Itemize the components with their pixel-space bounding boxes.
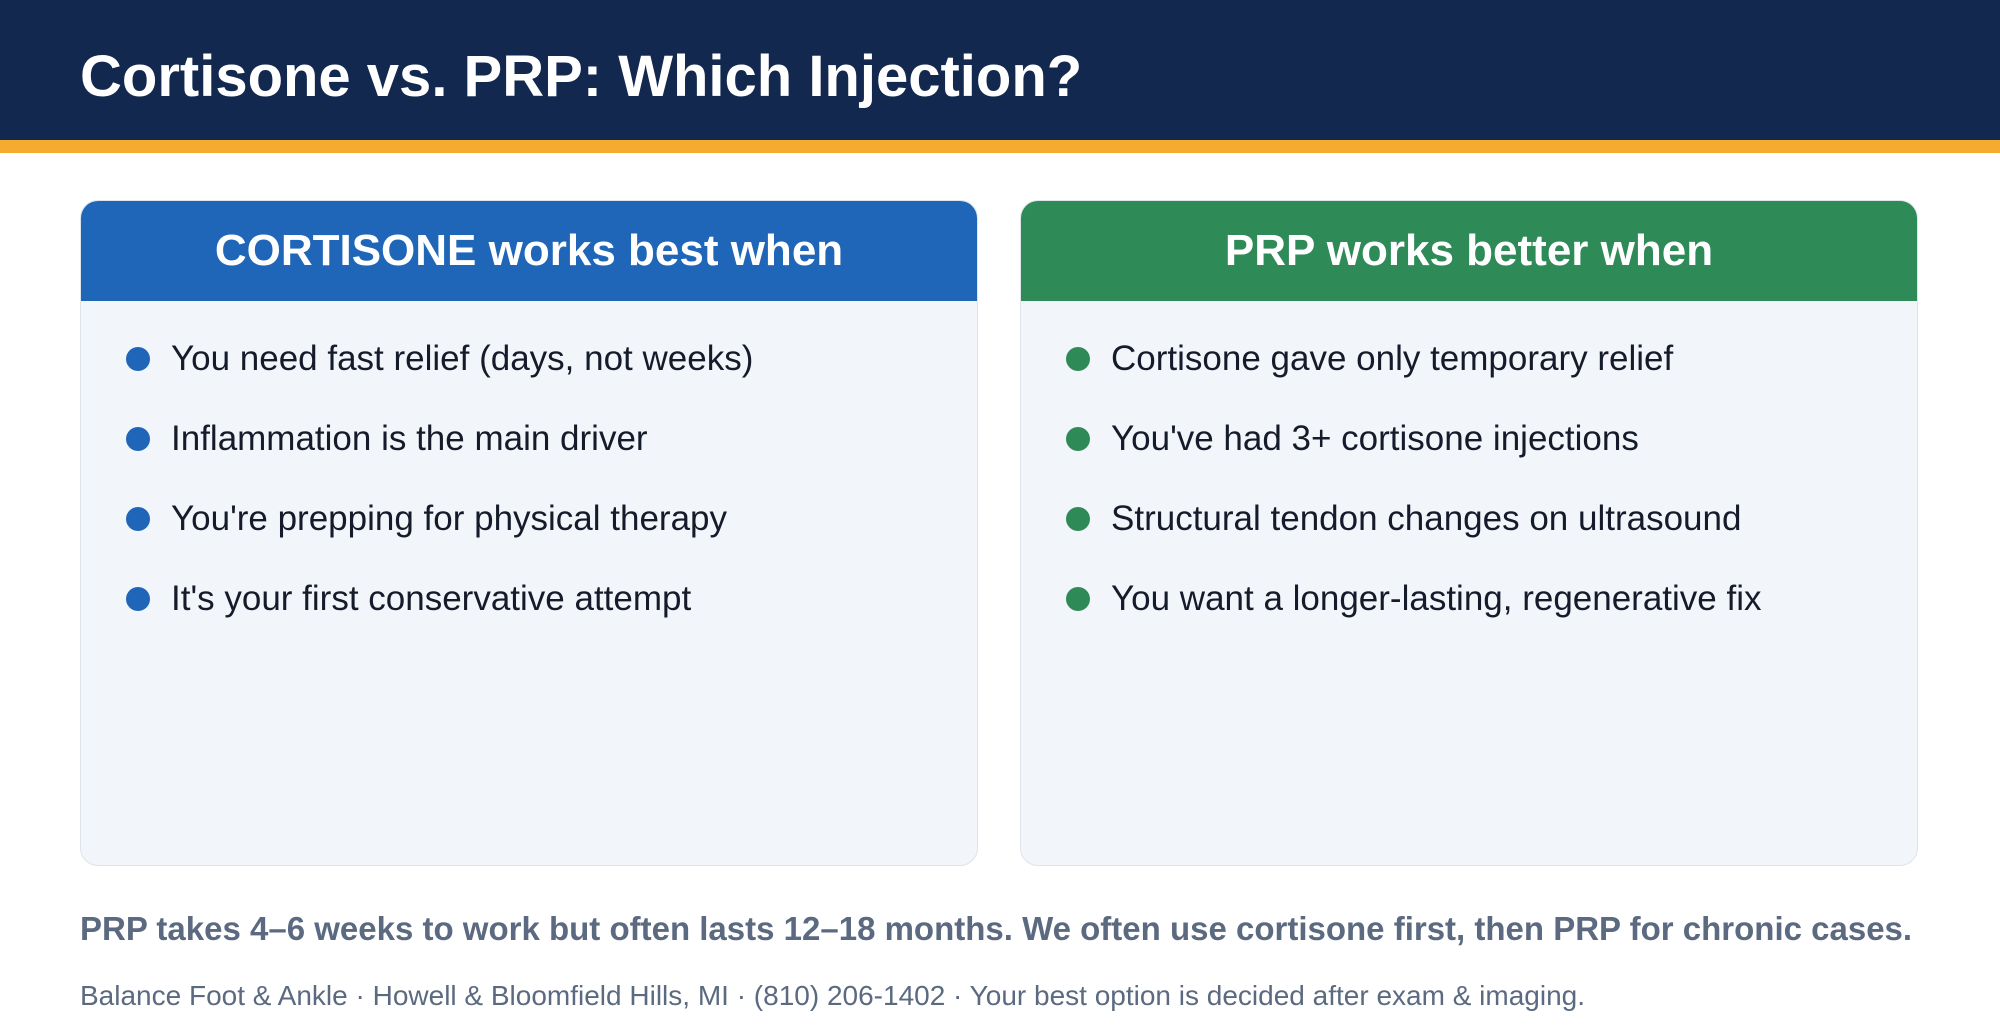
- cortisone-list: You need fast relief (days, not weeks) I…: [81, 301, 977, 621]
- list-item: It's your first conservative attempt: [126, 577, 851, 621]
- list-item: You're prepping for physical therapy: [126, 497, 851, 541]
- page-header: Cortisone vs. PRP: Which Injection?: [0, 0, 2000, 140]
- bullet-dot-icon: [126, 347, 150, 371]
- cortisone-card: CORTISONE works best when You need fast …: [80, 200, 978, 866]
- summary-note: PRP takes 4–6 weeks to work but often la…: [80, 910, 1913, 947]
- bullet-dot-icon: [126, 427, 150, 451]
- list-item: Cortisone gave only temporary relief: [1066, 337, 1791, 381]
- bullet-dot-icon: [1066, 427, 1090, 451]
- list-item-text: You want a longer-lasting, regenerative …: [1111, 579, 1762, 618]
- list-item-text: You're prepping for physical therapy: [171, 499, 728, 538]
- bullet-dot-icon: [1066, 347, 1090, 371]
- accent-bar: [0, 140, 2000, 153]
- bullet-dot-icon: [126, 587, 150, 611]
- footer-contact: Balance Foot & Ankle · Howell & Bloomfie…: [80, 980, 1585, 1011]
- list-item: You've had 3+ cortisone injections: [1066, 417, 1791, 461]
- list-item: You want a longer-lasting, regenerative …: [1066, 577, 1791, 621]
- list-item-text: Cortisone gave only temporary relief: [1111, 339, 1674, 378]
- bullet-dot-icon: [1066, 587, 1090, 611]
- prp-card: PRP works better when Cortisone gave onl…: [1020, 200, 1918, 866]
- list-item-text: Structural tendon changes on ultrasound: [1111, 499, 1742, 538]
- list-item: Structural tendon changes on ultrasound: [1066, 497, 1791, 541]
- list-item-text: It's your first conservative attempt: [171, 579, 692, 618]
- list-item: Inflammation is the main driver: [126, 417, 851, 461]
- cortisone-card-header: CORTISONE works best when: [81, 201, 977, 301]
- list-item-text: Inflammation is the main driver: [171, 419, 648, 458]
- prp-list: Cortisone gave only temporary relief You…: [1021, 301, 1917, 621]
- list-item-text: You've had 3+ cortisone injections: [1111, 419, 1639, 458]
- page-title: Cortisone vs. PRP: Which Injection?: [80, 44, 1083, 109]
- list-item-text: You need fast relief (days, not weeks): [171, 339, 754, 378]
- list-item: You need fast relief (days, not weeks): [126, 337, 851, 381]
- bullet-dot-icon: [126, 507, 150, 531]
- bullet-dot-icon: [1066, 507, 1090, 531]
- prp-card-header: PRP works better when: [1021, 201, 1917, 301]
